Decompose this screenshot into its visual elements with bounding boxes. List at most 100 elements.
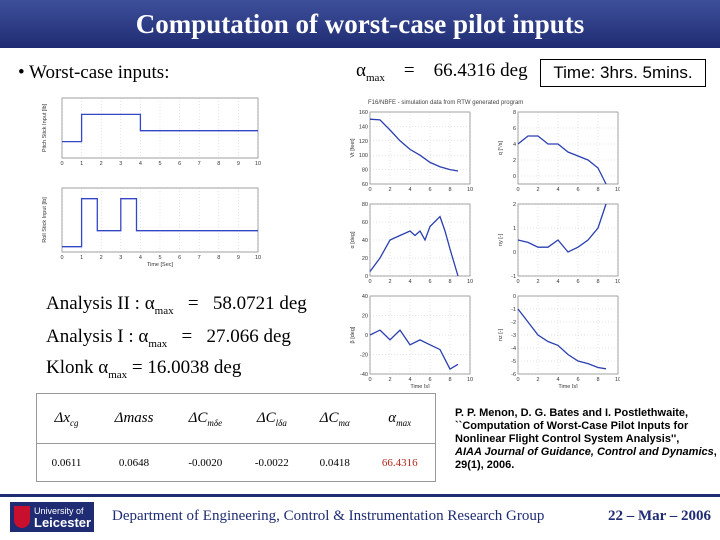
y-tick-label: 40 xyxy=(362,294,368,300)
series-line xyxy=(517,308,607,370)
x-tick-label: 4 xyxy=(556,377,559,383)
x-tick-label: 8 xyxy=(596,377,599,383)
y-tick-label: 0 xyxy=(513,250,516,256)
y-tick-label: 60 xyxy=(362,182,368,188)
x-tick-label: 2 xyxy=(536,377,539,383)
y-tick-label: 8 xyxy=(513,110,516,116)
y-axis-label: nz [-] xyxy=(498,328,504,341)
y-tick-label: 1 xyxy=(513,226,516,232)
plot-frame xyxy=(369,203,471,277)
series-line xyxy=(517,203,607,253)
equals-sign: = xyxy=(403,60,415,81)
x-tick-label: 6 xyxy=(428,279,431,285)
y-tick-label: -3 xyxy=(511,333,516,339)
alpha-symbol: α xyxy=(98,357,109,378)
x-tick-label: 4 xyxy=(139,255,142,261)
x-tick-label: 2 xyxy=(388,187,391,193)
y-tick-label: -6 xyxy=(511,372,516,378)
y-axis-label: α [deg] xyxy=(350,231,356,248)
y-tick-label: 2 xyxy=(513,158,516,164)
x-tick-label: 2 xyxy=(536,279,539,285)
slide-title: Computation of worst-case pilot inputs xyxy=(135,8,585,39)
alpha-subscript: max xyxy=(154,304,174,317)
pitch-stick-chart: 0 1 2 3 4 5 6 7 8 9 10 Pitch Stick Input [lb] xyxy=(42,97,261,167)
x-tick-label: 0 xyxy=(368,377,371,383)
x-tick-label: 0 xyxy=(60,255,63,261)
x-tick-label: 4 xyxy=(139,161,142,167)
alpha-symbol: α xyxy=(138,326,149,347)
plot-frame xyxy=(517,111,619,185)
x-tick-label: 4 xyxy=(408,187,411,193)
reference-authors: P. P. Menon, D. G. Bates and I. Postleth… xyxy=(455,407,689,419)
roll-stick-chart: 0 1 2 3 4 5 6 7 8 9 10 Roll Stick Input [lb] Time [S… xyxy=(42,187,261,268)
table-header-row: Δxcg Δmass ΔCmδe ΔClδa ΔCmα αmax xyxy=(36,393,436,444)
x-tick-label: 10 xyxy=(615,279,620,285)
x-tick-label: 8 xyxy=(448,377,451,383)
alpha-chart: 0 2 4 6 8 10 0 20 40 60 80 α [deg] xyxy=(350,202,473,285)
table-row: 0.0611 0.0648 -0.0020 -0.0022 0.0418 66.… xyxy=(37,444,436,482)
cell-alpha-max: 66.4316 xyxy=(381,456,418,469)
slide-date: 22 – Mar – 2006 xyxy=(608,508,712,524)
klonk-line: Klonk αmax = 16.0038 deg xyxy=(46,357,241,381)
cell-delta-cma: 0.0418 xyxy=(319,456,350,469)
x-tick-label: 4 xyxy=(408,377,411,383)
x-tick-label: 5 xyxy=(158,255,161,261)
x-tick-label: 4 xyxy=(408,279,411,285)
analysis-unit: deg xyxy=(279,293,307,314)
x-tick-label: 5 xyxy=(158,161,161,167)
response-charts: F16/NBFE - simulation data from RTW gene… xyxy=(350,100,620,388)
analysis-label: Analysis II : xyxy=(46,293,140,314)
x-tick-label: 9 xyxy=(237,161,240,167)
equals-sign: = xyxy=(131,357,143,378)
beta-chart: 0 2 4 6 8 10 -40 -20 0 20 40 β [deg] Time [s] xyxy=(350,294,473,388)
reference-journal: AIAA Journal of Guidance, Control and Dy… xyxy=(455,446,714,458)
y-tick-label: -20 xyxy=(360,353,368,359)
footer-divider xyxy=(0,494,720,497)
logo-line1: University of xyxy=(34,506,84,516)
analysis-label: Analysis I : xyxy=(46,326,134,347)
y-axis-label: β [deg] xyxy=(350,326,356,343)
x-axis-label: Time [Sec] xyxy=(147,262,174,268)
x-tick-label: 6 xyxy=(576,279,579,285)
y-tick-label: 2 xyxy=(513,202,516,208)
alpha-subscript: max xyxy=(148,337,168,350)
y-tick-label: 0 xyxy=(513,174,516,180)
y-tick-label: 0 xyxy=(365,274,368,280)
x-tick-label: 2 xyxy=(100,161,103,167)
x-axis-label: Time [s] xyxy=(410,384,430,388)
series-line xyxy=(517,135,607,185)
x-tick-label: 6 xyxy=(178,255,181,261)
x-tick-label: 0 xyxy=(516,279,519,285)
x-tick-label: 6 xyxy=(428,187,431,193)
x-tick-label: 6 xyxy=(178,161,181,167)
y-tick-label: 6 xyxy=(513,126,516,132)
x-tick-label: 8 xyxy=(448,279,451,285)
x-tick-label: 10 xyxy=(255,161,261,167)
y-tick-label: 60 xyxy=(362,220,368,226)
analysis-value: 16.0038 xyxy=(147,357,210,378)
y-tick-label: 0 xyxy=(365,333,368,339)
title-bar: Computation of worst-case pilot inputs xyxy=(0,0,720,48)
x-tick-label: 7 xyxy=(198,161,201,167)
x-tick-label: 0 xyxy=(60,161,63,167)
x-tick-label: 3 xyxy=(119,255,122,261)
y-tick-label: 80 xyxy=(362,202,368,208)
y-axis-label: Vt [feet] xyxy=(350,138,356,157)
y-tick-label: -1 xyxy=(511,274,516,280)
y-tick-label: -4 xyxy=(511,346,516,352)
equals-sign: = xyxy=(187,293,199,314)
reference-citation: P. P. Menon, D. G. Bates and I. Postleth… xyxy=(455,407,717,472)
plot-frame xyxy=(517,295,619,375)
cell-delta-mass: 0.0648 xyxy=(118,456,150,469)
x-tick-label: 10 xyxy=(615,187,620,193)
y-axis-label: Pitch Stick Input [lb] xyxy=(42,103,48,152)
alpha-subscript: max xyxy=(108,368,128,381)
x-tick-label: 0 xyxy=(516,187,519,193)
x-tick-label: 8 xyxy=(217,255,220,261)
cell-delta-xcg: 0.0611 xyxy=(51,456,82,469)
logo-line2: Leicester xyxy=(34,515,92,530)
x-tick-label: 10 xyxy=(467,377,473,383)
x-tick-label: 10 xyxy=(467,187,473,193)
university-logo: University of Leicester xyxy=(10,502,94,532)
x-tick-label: 4 xyxy=(556,187,559,193)
